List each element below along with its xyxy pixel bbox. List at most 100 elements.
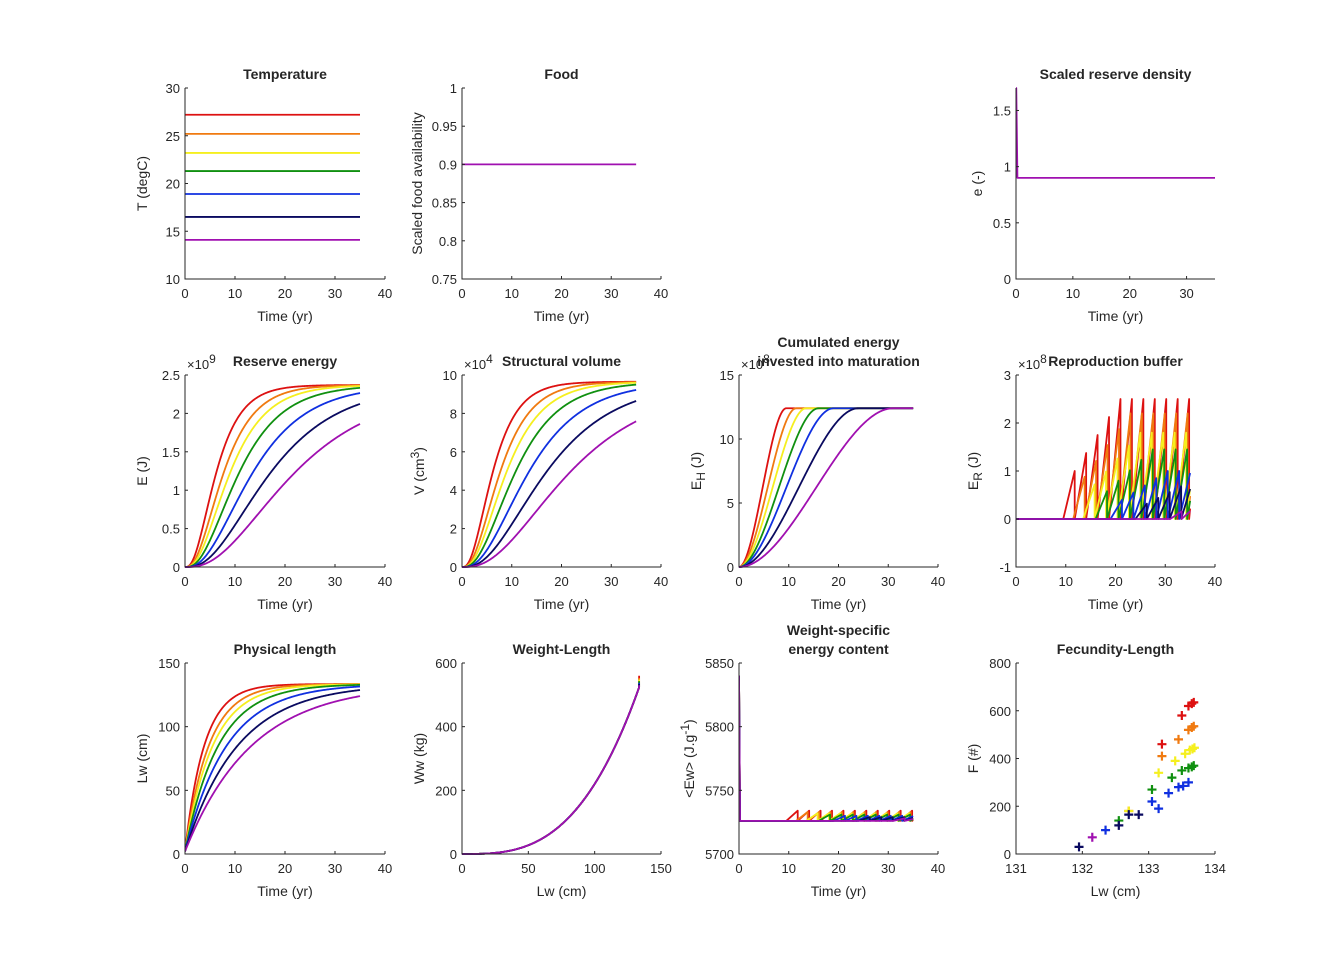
plot-area	[185, 113, 360, 241]
scatter-point	[1178, 781, 1188, 791]
axes	[184, 375, 385, 568]
x-tick-label: 10	[782, 574, 796, 589]
x-tick-label: 10	[505, 286, 519, 301]
x-tick-label: 20	[278, 574, 292, 589]
series-line	[185, 384, 361, 568]
series-line	[739, 675, 914, 822]
y-tick-label: 0.85	[432, 196, 457, 211]
x-tick-label: 0	[458, 286, 465, 301]
series-line	[739, 407, 914, 568]
x-axis-label: Time (yr)	[811, 596, 866, 612]
plot-area	[185, 683, 361, 852]
scatter-point	[1147, 785, 1157, 795]
y-axis-label: <Ew> (J.g-1)	[678, 719, 697, 797]
x-tick-label: 20	[831, 574, 845, 589]
x-tick-label: 30	[604, 574, 618, 589]
series-line	[462, 685, 641, 855]
x-tick-label: 30	[881, 574, 895, 589]
y-axis-label: V (cm3)	[408, 447, 427, 495]
y-tick-label: 400	[989, 752, 1011, 767]
axis-exponent: ×108	[1018, 352, 1047, 372]
chart-reserve-energy: 0 10 20 30 40 0 0.5 1 1.5 2 2.5 ×109 Reserve energy T…	[134, 352, 392, 612]
y-tick-label: 200	[989, 799, 1011, 814]
series-line	[462, 679, 641, 855]
scatter-point	[1087, 832, 1097, 842]
y-tick-label: 0	[727, 560, 734, 575]
scatter-point	[1177, 765, 1187, 775]
x-tick-label: 20	[278, 861, 292, 876]
y-tick-label: 0.5	[993, 216, 1011, 231]
x-tick-label: 0	[735, 861, 742, 876]
y-tick-label: 200	[435, 783, 457, 798]
series-line	[185, 403, 361, 568]
series-line	[185, 386, 361, 568]
chart-title: Structural volume	[502, 353, 621, 369]
x-tick-label: 40	[931, 861, 945, 876]
scatter-point	[1074, 842, 1084, 852]
x-tick-label: 30	[328, 861, 342, 876]
scatter-point	[1114, 820, 1124, 830]
series-line	[462, 677, 641, 855]
chart-title: energy content	[788, 641, 889, 657]
y-axis-label: F (#)	[965, 744, 981, 774]
series-line	[185, 683, 361, 852]
chart-title: invested into maturation	[757, 353, 920, 369]
scatter-point	[1177, 711, 1187, 721]
x-axis-label: Time (yr)	[811, 883, 866, 899]
scatter-point	[1174, 734, 1184, 744]
x-tick-label: 30	[328, 286, 342, 301]
axes	[738, 663, 938, 855]
series-line	[739, 675, 914, 822]
plot-area	[1016, 398, 1192, 520]
series-line	[739, 407, 914, 568]
y-tick-label: 4	[450, 483, 457, 498]
chart-title: Weight-specific	[787, 622, 890, 638]
x-axis-label: Time (yr)	[1088, 308, 1143, 324]
y-tick-label: 5750	[705, 783, 734, 798]
scatter-point	[1189, 761, 1199, 771]
scatter-point	[1189, 697, 1199, 707]
scatter-point	[1174, 782, 1184, 792]
x-axis-label: Lw (cm)	[1091, 883, 1141, 899]
y-tick-label: 0	[1004, 272, 1011, 287]
x-tick-label: 150	[650, 861, 672, 876]
axes	[1015, 88, 1215, 280]
y-tick-label: 0	[173, 847, 180, 862]
series-line	[185, 683, 361, 852]
scatter-point	[1170, 756, 1180, 766]
series-line	[185, 685, 361, 852]
y-tick-label: 1.5	[993, 103, 1011, 118]
y-tick-label: 2.5	[162, 368, 180, 383]
x-tick-label: 30	[1179, 286, 1193, 301]
y-axis-label: Lw (cm)	[134, 734, 150, 784]
y-tick-label: 3	[1004, 368, 1011, 383]
scatter-point	[1189, 721, 1199, 731]
series-line	[462, 380, 637, 568]
y-tick-label: 0	[1004, 512, 1011, 527]
y-tick-label: 5	[727, 496, 734, 511]
chart-title: Weight-Length	[513, 641, 611, 657]
chart-title: Cumulated energy	[777, 334, 899, 350]
plot-area	[185, 384, 361, 568]
axes	[184, 88, 385, 280]
plot-area	[1016, 87, 1215, 179]
y-tick-label: 0	[450, 560, 457, 575]
y-tick-label: 1	[450, 81, 457, 96]
scatter-point	[1154, 804, 1164, 814]
scatter-point	[1101, 825, 1111, 835]
x-tick-label: 30	[604, 286, 618, 301]
x-tick-label: 0	[458, 861, 465, 876]
y-tick-label: 15	[166, 224, 180, 239]
chart-title: Food	[544, 66, 578, 82]
x-tick-label: 134	[1204, 861, 1226, 876]
y-tick-label: 0	[1004, 847, 1011, 862]
y-tick-label: 15	[720, 368, 734, 383]
x-tick-label: 20	[1122, 286, 1136, 301]
x-tick-label: 30	[1158, 574, 1172, 589]
y-tick-label: 1	[173, 483, 180, 498]
x-tick-label: 0	[1012, 286, 1019, 301]
scatter-point	[1167, 773, 1177, 783]
